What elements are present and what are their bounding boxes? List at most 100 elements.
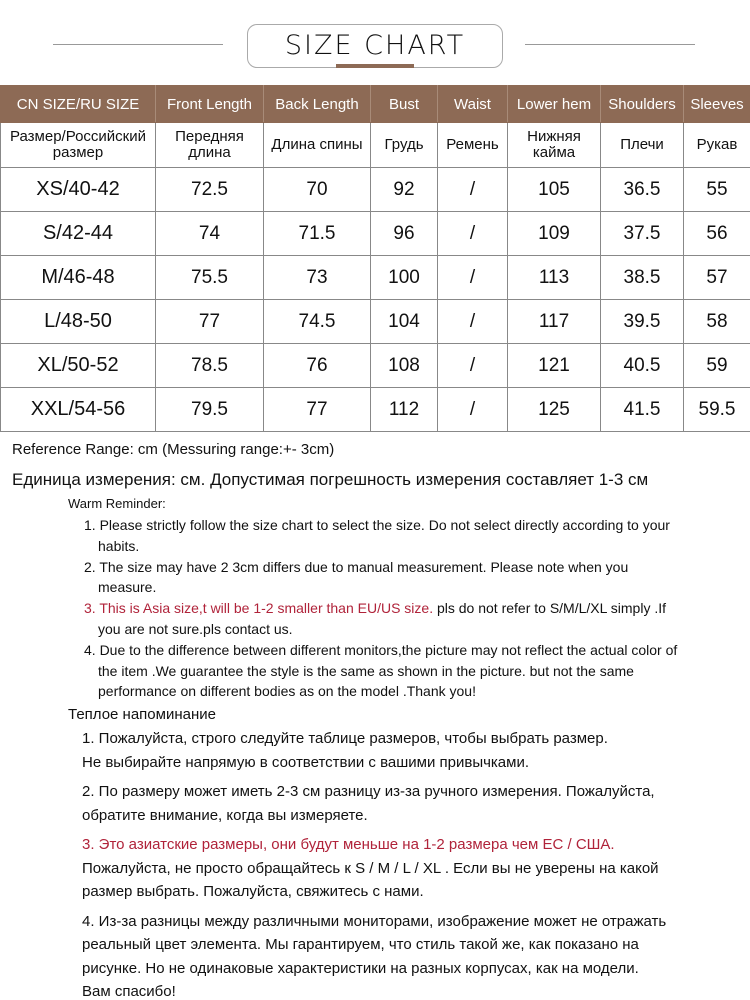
table-cell: 77 (155, 299, 264, 344)
table-cell: Рукав (683, 122, 750, 168)
table-row: XL/50-52 78.5 76 108/121 40.5 59 (0, 343, 750, 388)
table-cell: / (437, 387, 508, 432)
table-cell: XXL/54-56 (0, 387, 156, 432)
table-cell: S/42-44 (0, 211, 156, 256)
reminder-item: 3. This is Asia size,t will be 1-2 small… (84, 598, 684, 640)
warning-text: 3. Это азиатские размеры, они будут мень… (82, 836, 615, 853)
table-cell: 59.5 (683, 387, 750, 432)
table-cell: / (437, 299, 508, 344)
table-cell: 59 (683, 343, 750, 388)
reminder-item: 1. Please strictly follow the size chart… (84, 515, 684, 557)
table-cell: / (437, 211, 508, 256)
divider-left (53, 44, 223, 45)
reminder-item: 4. Due to the difference between differe… (84, 640, 684, 702)
table-cell: 58 (683, 299, 750, 344)
table-cell: XL/50-52 (0, 343, 156, 388)
warning-text: 3. This is Asia size,t will be 1-2 small… (84, 600, 434, 617)
table-cell: Sleeves (683, 85, 750, 123)
item-text: 1. Please strictly follow the size chart… (84, 517, 670, 554)
table-row: L/48-50 77 74.5 104/117 39.5 58 (0, 299, 750, 344)
reminder-line: реальный цвет элемента. Мы гарантируем, … (82, 936, 639, 953)
table-cell: Плечи (600, 122, 684, 168)
table-row: CN SIZE/RU SIZE Front Length Back Length Bu… (0, 85, 750, 123)
table-cell: 38.5 (600, 255, 684, 300)
table-cell: 125 (507, 387, 601, 432)
table-cell: 108 (370, 343, 438, 388)
table-cell: 40.5 (600, 343, 684, 388)
size-table: CN SIZE/RU SIZE Front Length Back Length Bu… (0, 85, 750, 432)
table-cell: 72.5 (155, 167, 264, 212)
table-cell: Front Length (155, 85, 264, 123)
item-text: 4. Due to the difference between differe… (84, 641, 678, 700)
table-cell: XS/40-42 (0, 167, 156, 212)
reminder-line: 1. Пожалуйста, строго следуйте таблице р… (82, 730, 608, 747)
reference-range-ru: Единица измерения: см. Допустимая погреш… (12, 470, 649, 489)
ru-reminder-title: Теплое напоминание (68, 706, 216, 723)
table-cell: 41.5 (600, 387, 684, 432)
table-cell: Грудь (370, 122, 438, 168)
table-cell: / (437, 343, 508, 388)
table-cell: L/48-50 (0, 299, 156, 344)
table-cell: 100 (370, 255, 438, 300)
table-cell: Размер/Российский размер (0, 122, 156, 168)
reference-range: Reference Range: cm (Messuring range:+- … (12, 441, 335, 458)
table-cell: 74.5 (263, 299, 371, 344)
table-cell: Нижняя кайма (507, 122, 601, 168)
item-text: pls do not refer to S/M/L/XL simply .If … (98, 600, 667, 637)
reminder-line: Вам спасибо! (82, 983, 176, 1000)
table-cell: M/46-48 (0, 255, 156, 300)
table-cell: 79.5 (155, 387, 264, 432)
title-banner: SIZE CHART (0, 0, 750, 80)
table-cell: 104 (370, 299, 438, 344)
warm-reminder-title: Warm Reminder: (68, 496, 166, 511)
table-row: S/42-44 74 71.5 96/109 37.5 56 (0, 211, 750, 256)
warm-reminder-list: 1. Please strictly follow the size chart… (84, 515, 684, 702)
reminder-line: Не выбирайте напрямую в соответствии с в… (82, 753, 530, 771)
table-cell: / (437, 255, 508, 300)
reminder-line: 4. Из-за разницы между различными монито… (82, 912, 667, 930)
table-cell: 113 (507, 255, 601, 300)
table-cell: 105 (507, 167, 601, 212)
reminder-line: обратите внимание, когда вы измеряете. (82, 806, 368, 824)
table-cell: 39.5 (600, 299, 684, 344)
table-cell: 71.5 (263, 211, 371, 256)
table-cell: 73 (263, 255, 371, 300)
table-cell: 76 (263, 343, 371, 388)
table-cell: Длина спины (263, 122, 371, 168)
reminder-line: 2. По размеру может иметь 2-3 см разницу… (82, 783, 655, 800)
table-cell: Передняя длина (155, 122, 264, 168)
table-row: Размер/Российский размер Передняя длина Дл… (0, 122, 750, 168)
reminder-line: Пожалуйста, не просто обращайтесь к S / … (82, 859, 659, 877)
table-cell: CN SIZE/RU SIZE (0, 85, 156, 123)
reminder-item: 2. The size may have 2 3cm differs due t… (84, 557, 684, 599)
table-cell: 37.5 (600, 211, 684, 256)
table-cell: Lower hem (507, 85, 601, 123)
table-cell: 36.5 (600, 167, 684, 212)
table-cell: 56 (683, 211, 750, 256)
table-row: M/46-48 75.5 73 100/113 38.5 57 (0, 255, 750, 300)
table-cell: 121 (507, 343, 601, 388)
reminder-line: размер выбрать. Пожалуйста, свяжитесь с … (82, 883, 424, 900)
table-cell: 92 (370, 167, 438, 212)
table-cell: 55 (683, 167, 750, 212)
item-text: 2. The size may have 2 3cm differs due t… (84, 558, 629, 596)
table-cell: Ремень (437, 122, 508, 168)
page-title: SIZE CHART (247, 24, 503, 68)
table-row: XXL/54-56 79.5 77 112/125 41.5 59.5 (0, 387, 750, 432)
divider-right (525, 44, 695, 45)
table-cell: Bust (370, 85, 438, 123)
table-cell: 117 (507, 299, 601, 344)
reminder-line: рисунке. Но не одинаковые характеристики… (82, 959, 639, 977)
table-cell: / (437, 167, 508, 212)
table-cell: Waist (437, 85, 508, 123)
table-cell: 75.5 (155, 255, 264, 300)
table-cell: 78.5 (155, 343, 264, 388)
table-cell: 70 (263, 167, 371, 212)
table-cell: 57 (683, 255, 750, 300)
table-cell: 96 (370, 211, 438, 256)
table-cell: 77 (263, 387, 371, 432)
table-cell: 112 (370, 387, 438, 432)
table-cell: 74 (155, 211, 264, 256)
table-cell: 109 (507, 211, 601, 256)
